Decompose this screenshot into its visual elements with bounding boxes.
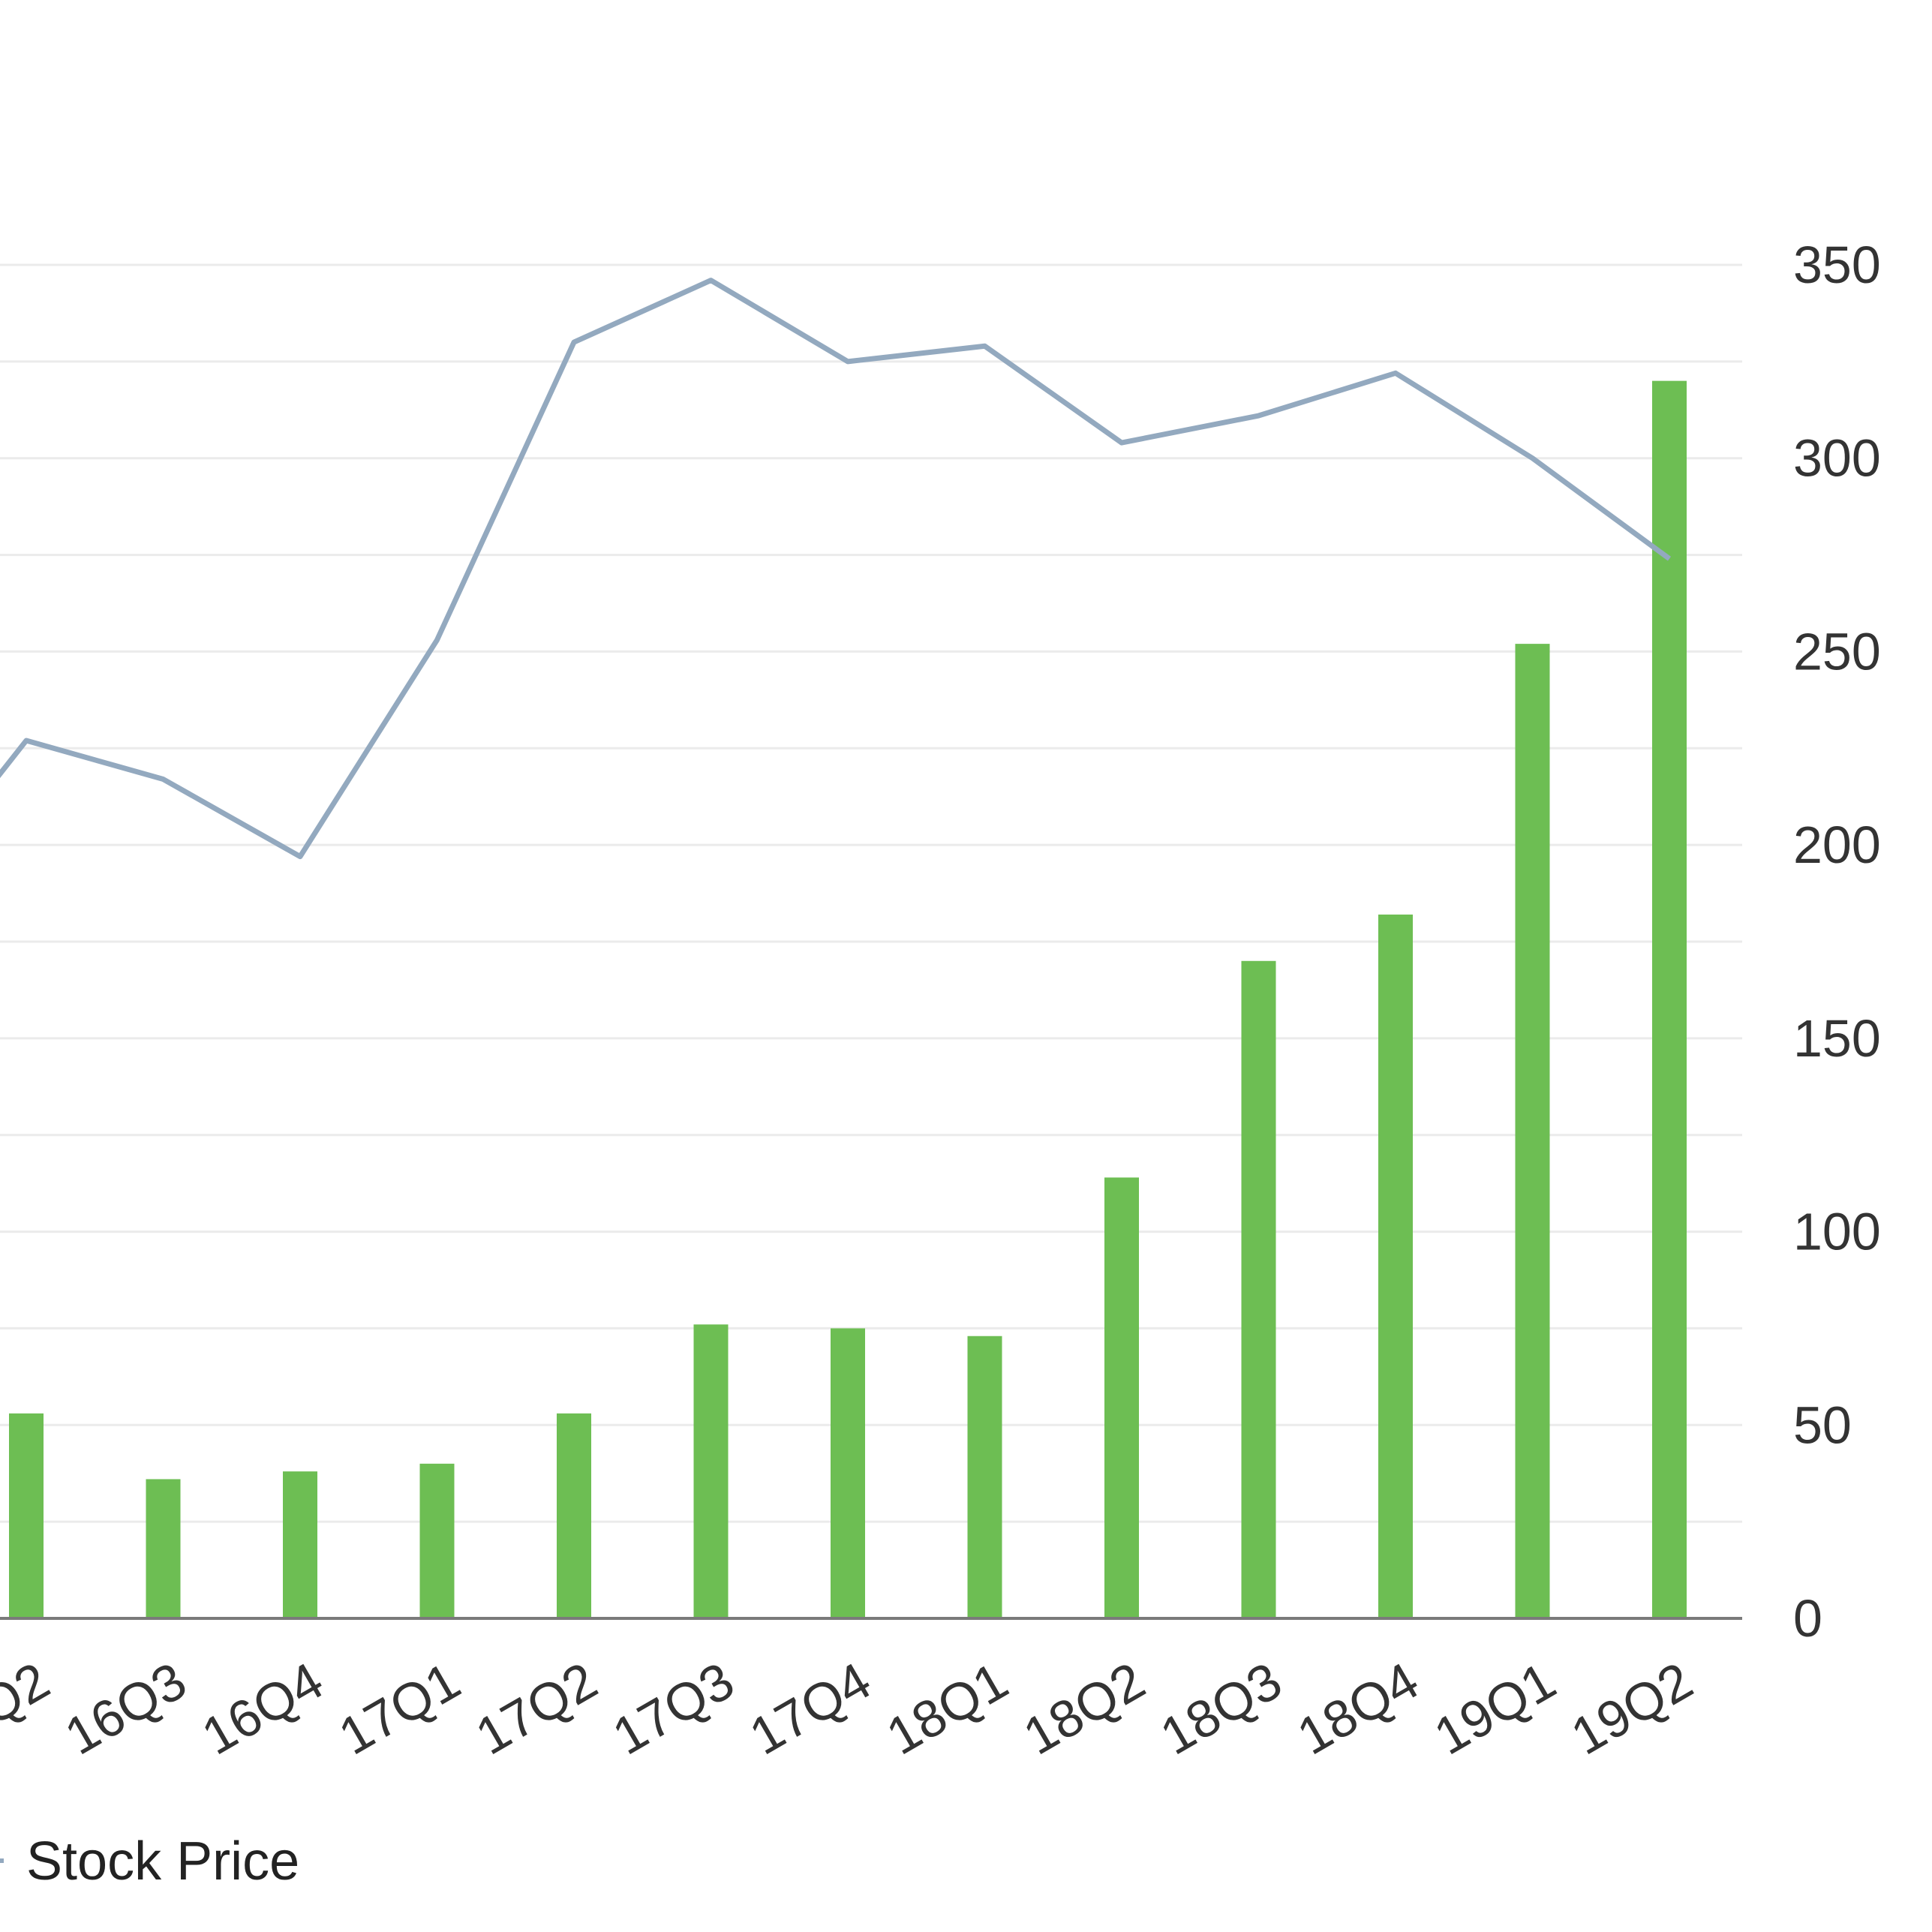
x-tick-label: 17Q2 (466, 1651, 606, 1765)
bar-16Q2 (9, 1413, 44, 1618)
x-tick-label: 16Q4 (192, 1651, 332, 1765)
bar-19Q2 (1652, 380, 1687, 1619)
gridlines (0, 263, 1742, 1523)
x-tick-label: 17Q3 (603, 1651, 744, 1765)
x-tick-label: 18Q3 (1151, 1651, 1291, 1765)
bar-series (9, 380, 1687, 1619)
bar-19Q1 (1515, 644, 1550, 1618)
x-axis-tick-labels: 16Q216Q316Q417Q117Q217Q317Q418Q118Q218Q3… (0, 1651, 1702, 1765)
x-tick-label: 18Q2 (1014, 1651, 1154, 1765)
x-tick-label: 16Q3 (56, 1651, 196, 1765)
y-tick-label: 300 (1793, 429, 1881, 488)
x-tick-label: 17Q1 (329, 1651, 470, 1765)
bar-17Q4 (831, 1328, 865, 1618)
stock-price-line (0, 278, 1672, 860)
y-tick-label: 0 (1793, 1589, 1822, 1648)
bar-18Q1 (967, 1336, 1002, 1618)
y-tick-label: 200 (1793, 816, 1881, 874)
x-tick-label: 18Q1 (877, 1651, 1017, 1765)
legend: Stock Price (0, 1831, 299, 1891)
y-tick-label: 150 (1793, 1009, 1881, 1068)
x-tick-label: 18Q4 (1287, 1651, 1428, 1765)
bar-18Q3 (1241, 960, 1276, 1618)
x-tick-label: 16Q2 (0, 1651, 59, 1765)
x-tick-label: 17Q4 (740, 1651, 880, 1765)
y-tick-label: 350 (1793, 236, 1881, 294)
bar-18Q4 (1378, 914, 1413, 1618)
x-tick-label: 19Q2 (1561, 1651, 1702, 1765)
y-tick-label: 250 (1793, 622, 1881, 681)
y-tick-label: 100 (1793, 1203, 1881, 1261)
bar-16Q3 (146, 1479, 181, 1618)
x-tick-label: 19Q1 (1425, 1651, 1565, 1765)
bar-16Q4 (283, 1471, 317, 1618)
stock-price-line-series (0, 278, 1672, 860)
y-axis-tick-labels: 0 50 100 150 200 250 300 350 (1793, 236, 1881, 1648)
bar-17Q2 (557, 1413, 591, 1618)
bar-17Q3 (693, 1324, 729, 1618)
legend-stock-price-label: Stock Price (26, 1831, 299, 1891)
bar-18Q2 (1104, 1177, 1139, 1618)
bar-17Q1 (419, 1463, 455, 1618)
y-tick-label: 50 (1793, 1396, 1852, 1454)
